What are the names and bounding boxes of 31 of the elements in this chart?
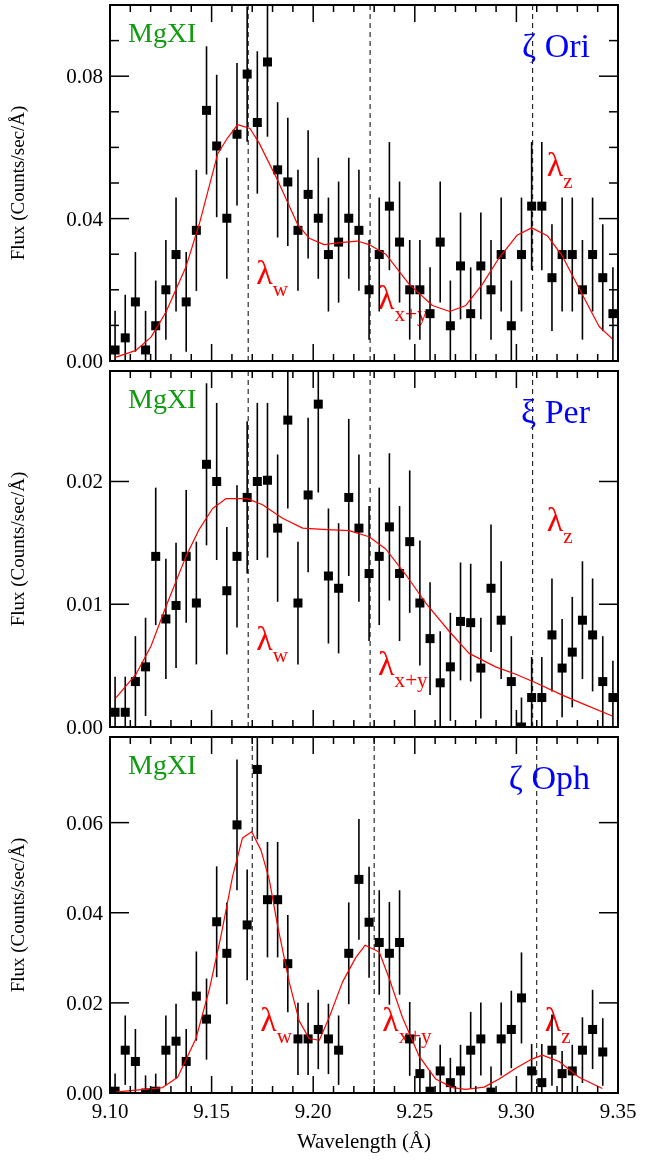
annotation: λ$_{w}$ — [256, 620, 289, 667]
annotation: MgXI — [128, 749, 197, 780]
annotation: ζ Ori — [522, 27, 590, 64]
y-axis-title: Flux (Counts/sec/Å) — [7, 471, 29, 627]
annotation: λ$_{z}$ — [546, 146, 573, 193]
annotation: MgXI — [128, 383, 197, 414]
annotation: λ$_{x+y}$ — [378, 645, 429, 692]
y-tick-label: 0.00 — [66, 349, 103, 373]
x-axis-title: Wavelength (Å) — [296, 1129, 432, 1153]
x-tick-label: 9.35 — [599, 1099, 637, 1123]
y-axis-title: Flux (Counts/sec/Å) — [7, 105, 29, 261]
annotation: λ$_{w}$ — [260, 1001, 293, 1048]
x-tick-label: 9.30 — [498, 1099, 535, 1123]
annotation: ξ Per — [521, 393, 591, 430]
y-tick-label: 0.00 — [66, 715, 103, 739]
x-tick-label: 9.15 — [193, 1099, 230, 1123]
y-tick-label: 0.01 — [66, 592, 103, 617]
y-tick-label: 0.06 — [66, 810, 103, 835]
annotation: λ$_{w}$ — [256, 254, 289, 301]
y-tick-label: 0.02 — [66, 990, 103, 1015]
y-tick-label: 0.04 — [66, 900, 104, 925]
x-tick-label: 9.25 — [396, 1099, 434, 1123]
annotation: λ$_{z}$ — [546, 501, 573, 548]
y-axis-title: Flux (Counts/sec/Å) — [7, 837, 29, 993]
annotation: ζ Oph — [508, 759, 590, 796]
annotation: λ$_{z}$ — [544, 1001, 571, 1048]
y-tick-label: 0.02 — [66, 469, 103, 494]
y-tick-label: 0.04 — [66, 206, 104, 231]
x-tick-label: 9.20 — [294, 1099, 332, 1123]
annotation: MgXI — [128, 17, 197, 48]
y-tick-label: 0.08 — [66, 64, 103, 89]
